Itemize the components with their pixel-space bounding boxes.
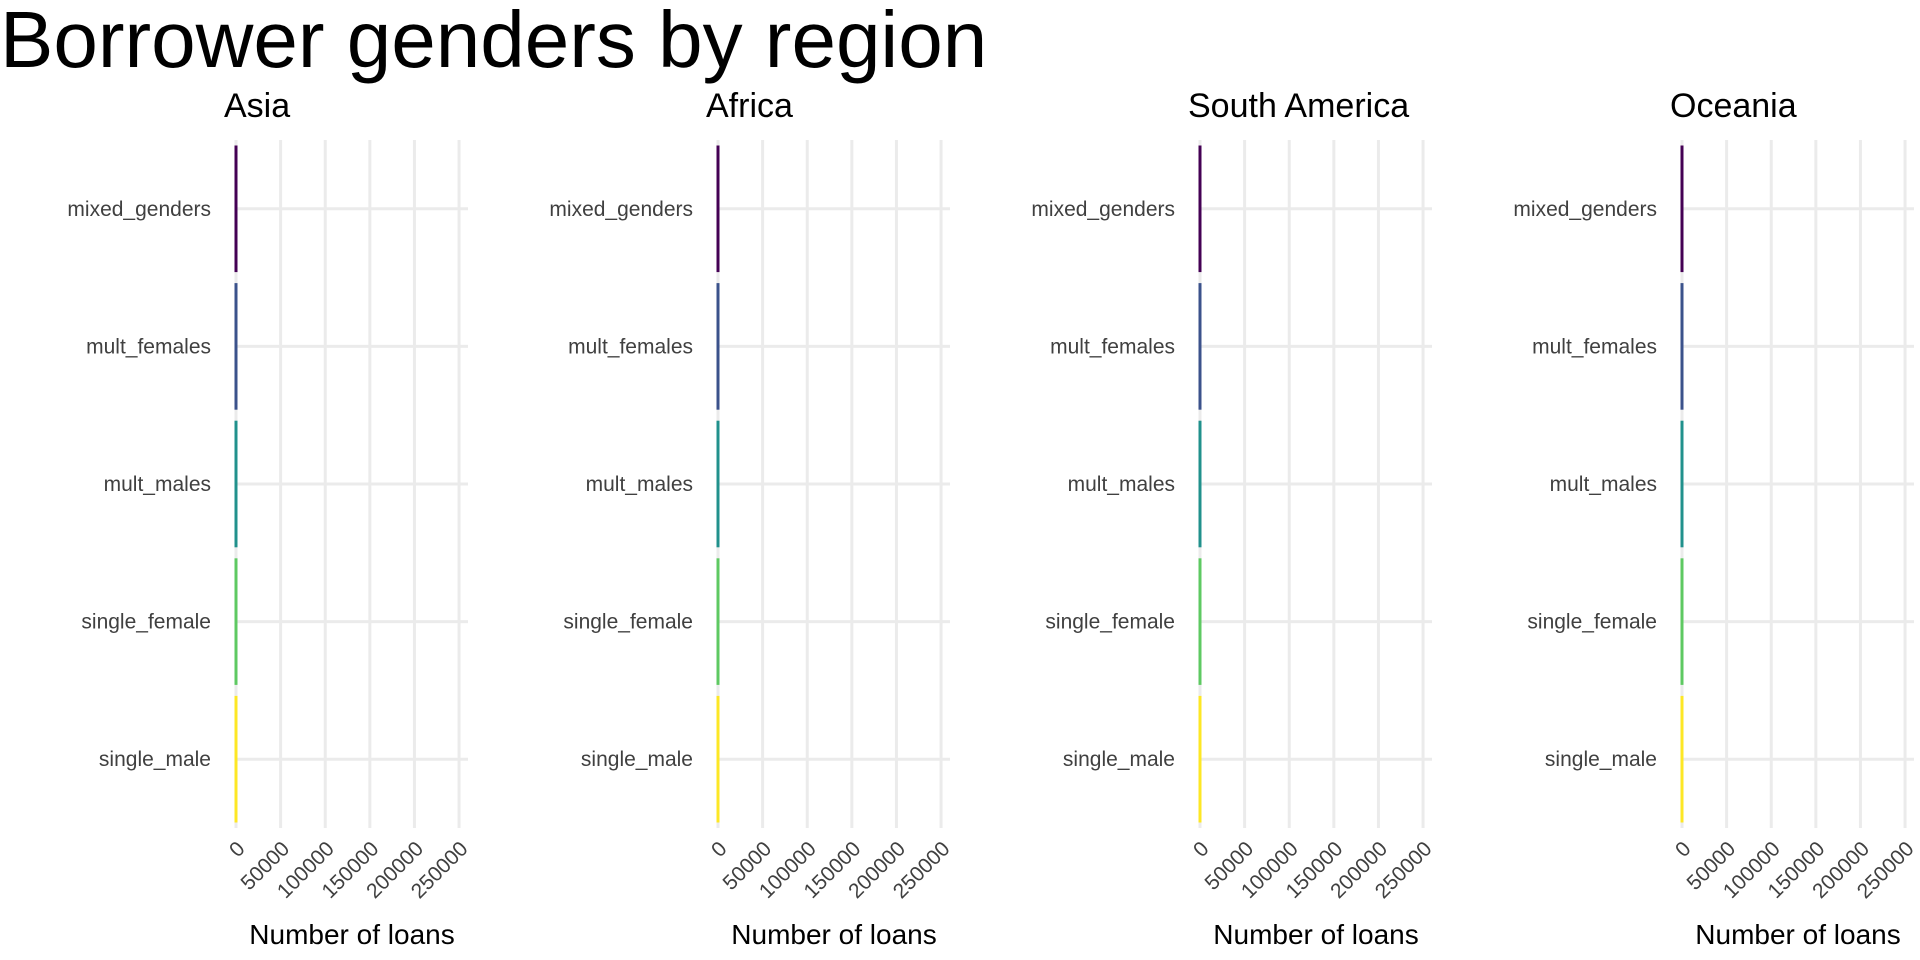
category-label-single-female: single_female xyxy=(563,611,693,634)
category-label-single-female: single_female xyxy=(81,611,211,634)
bar-oceania-single-male xyxy=(1680,695,1684,823)
bar-asia-single-male xyxy=(234,695,238,823)
tick-label-0: 0 xyxy=(1671,837,1696,862)
bar-oceania-mult-males xyxy=(1680,420,1684,548)
tick-label-0: 0 xyxy=(707,837,732,862)
category-label-mult-males: mult_males xyxy=(104,473,211,496)
panel-title-oceania: Oceania xyxy=(1670,87,1797,125)
category-label-single-female: single_female xyxy=(1527,611,1657,634)
bar-africa-single-female xyxy=(716,558,720,685)
chart-title: Borrower genders by region xyxy=(0,0,988,84)
category-label-mult-males: mult_males xyxy=(586,473,693,496)
bar-asia-mult-males xyxy=(234,420,238,548)
bar-south-america-single-female xyxy=(1198,558,1202,685)
panel-title-south-america: South America xyxy=(1188,87,1409,125)
category-label-mult-males: mult_males xyxy=(1068,473,1175,496)
bar-oceania-single-female xyxy=(1680,558,1684,685)
category-label-mult-females: mult_females xyxy=(568,335,693,358)
tick-label-0: 0 xyxy=(225,837,250,862)
bar-asia-mixed-genders xyxy=(234,145,238,273)
x-axis-title: Number of loans xyxy=(249,919,454,950)
category-label-single-male: single_male xyxy=(1545,748,1657,771)
bar-south-america-mult-females xyxy=(1198,283,1202,410)
bar-africa-mult-males xyxy=(716,420,720,548)
bar-africa-mult-females xyxy=(716,283,720,410)
category-label-mixed-genders: mixed_genders xyxy=(67,198,211,221)
bar-africa-single-male xyxy=(716,695,720,823)
bar-oceania-mixed-genders xyxy=(1680,145,1684,273)
category-label-single-male: single_male xyxy=(581,748,693,771)
category-label-mixed-genders: mixed_genders xyxy=(1513,198,1657,221)
category-label-mult-females: mult_females xyxy=(1050,335,1175,358)
bar-south-america-single-male xyxy=(1198,695,1202,823)
panel-title-africa: Africa xyxy=(706,87,793,125)
bar-south-america-mult-males xyxy=(1198,420,1202,548)
x-axis-title: Number of loans xyxy=(1213,919,1418,950)
category-label-mult-females: mult_females xyxy=(86,335,211,358)
bar-asia-single-female xyxy=(234,558,238,685)
category-label-single-male: single_male xyxy=(99,748,211,771)
bar-south-america-mixed-genders xyxy=(1198,145,1202,273)
bar-asia-mult-females xyxy=(234,283,238,410)
tick-label-0: 0 xyxy=(1189,837,1214,862)
panel-title-asia: Asia xyxy=(224,87,290,125)
category-label-mixed-genders: mixed_genders xyxy=(549,198,693,221)
category-label-mixed-genders: mixed_genders xyxy=(1031,198,1175,221)
bar-oceania-mult-females xyxy=(1680,283,1684,410)
category-label-mult-females: mult_females xyxy=(1532,335,1657,358)
bar-africa-mixed-genders xyxy=(716,145,720,273)
x-axis-title: Number of loans xyxy=(731,919,936,950)
category-label-single-female: single_female xyxy=(1045,611,1175,634)
category-label-mult-males: mult_males xyxy=(1550,473,1657,496)
x-axis-title: Number of loans xyxy=(1695,919,1900,950)
category-label-single-male: single_male xyxy=(1063,748,1175,771)
